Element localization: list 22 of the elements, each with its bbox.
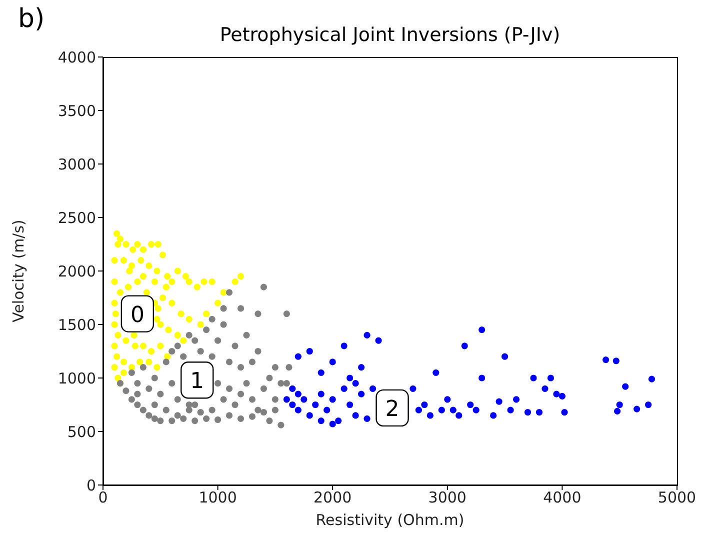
text: b): [18, 4, 45, 34]
y-tick-label: 2500: [58, 208, 96, 227]
x-axis-title: Resistivity (Ohm.m): [316, 511, 464, 529]
annotation: 1: [190, 369, 204, 394]
y-tick-label: 3500: [58, 102, 96, 120]
y-tick-label: 2000: [58, 262, 96, 280]
y-tick-label: 500: [67, 422, 96, 441]
chart-title: Petrophysical Joint Inversions (P-JIv): [218, 24, 562, 46]
x-tick-label: 0: [98, 488, 108, 507]
annotation: 0: [130, 302, 144, 328]
x-tick-label: 1000: [198, 488, 237, 507]
x-tick-label: 3000: [428, 488, 466, 507]
y-axis-title: Velocity (m/s): [9, 220, 28, 322]
y-tick-label: 1500: [58, 316, 96, 334]
annotation: 2: [385, 396, 400, 422]
y-tick-label: 0: [86, 476, 96, 494]
y-tick-label: 1000: [58, 369, 96, 388]
y-tick-label: 4000: [58, 48, 96, 66]
x-tick-label: 4000: [543, 488, 582, 507]
x-tick-label: 5000: [658, 488, 696, 507]
x-tick-label: 2000: [314, 488, 352, 507]
y-tick-label: 3000: [58, 155, 96, 174]
